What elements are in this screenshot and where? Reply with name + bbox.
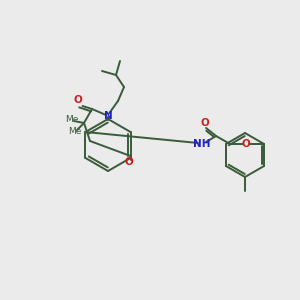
Text: O: O [201,118,209,128]
Text: O: O [242,139,250,149]
Text: NH: NH [193,139,211,149]
Text: Me: Me [68,127,82,136]
Text: O: O [74,95,82,105]
Text: O: O [124,157,133,167]
Text: N: N [103,111,112,121]
Text: Me: Me [65,116,79,124]
